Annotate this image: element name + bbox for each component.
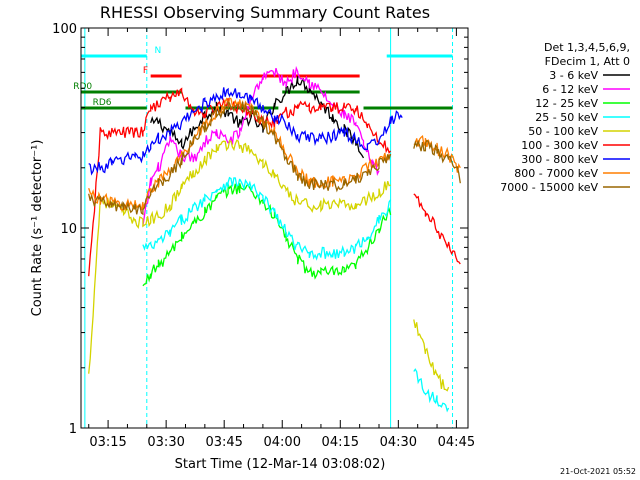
flag-rd6-label: RD6 xyxy=(93,98,112,108)
x-tick-label: 04:15 xyxy=(322,435,359,450)
series-3-6-kev xyxy=(150,76,365,159)
series-25-50-kev xyxy=(142,176,450,413)
x-tick-label: 04:00 xyxy=(264,435,301,450)
x-axis-label: Start Time (12-Mar-14 03:08:02) xyxy=(175,457,386,472)
legend: Det 1,3,4,5,6,9, FDecim 1, Att 0 3 - 6 k… xyxy=(500,41,630,194)
legend-label-300-800-kev: 300 - 800 keV xyxy=(521,153,598,166)
y-tick-label: 100 xyxy=(52,22,77,37)
series-300-800-kev xyxy=(88,87,403,176)
x-tick-label: 04:45 xyxy=(438,435,475,450)
y-tick-label: 10 xyxy=(60,222,77,237)
flag-rd0-label: RD0 xyxy=(73,82,92,92)
legend-label-12-25-kev: 12 - 25 keV xyxy=(535,97,598,110)
series-12-25-kev xyxy=(142,183,392,287)
flag-f-label: F xyxy=(143,66,148,76)
legend-header-line-1: Det 1,3,4,5,6,9, xyxy=(544,41,630,54)
series-50-100-kev xyxy=(88,139,450,392)
y-tick-label: 1 xyxy=(69,422,77,437)
legend-header-line-2: FDecim 1, Att 0 xyxy=(545,55,630,68)
legend-label-3-6-kev: 3 - 6 keV xyxy=(549,69,598,82)
legend-label-800-7000-kev: 800 - 7000 keV xyxy=(514,167,598,180)
night-interval-1 xyxy=(81,28,147,428)
y-axis-label: Count Rate (s⁻¹ detector⁻¹) xyxy=(30,140,45,317)
timestamp-footer: 21-Oct-2021 05:52 xyxy=(560,467,636,476)
x-tick-label: 03:30 xyxy=(147,435,184,450)
series-7000-15000-kev xyxy=(88,100,461,216)
chart-title: RHESSI Observing Summary Count Rates xyxy=(100,3,430,22)
legend-label-6-12-kev: 6 - 12 keV xyxy=(542,83,598,96)
x-tick-label: 03:15 xyxy=(89,435,126,450)
x-tick-label: 04:30 xyxy=(380,435,417,450)
legend-label-100-300-kev: 100 - 300 keV xyxy=(521,139,598,152)
legend-label-50-100-kev: 50 - 100 keV xyxy=(528,125,598,138)
legend-label-7000-15000-kev: 7000 - 15000 keV xyxy=(500,181,598,194)
flag-n-label: N xyxy=(155,46,162,56)
y-ticks: 1 10 100 xyxy=(52,22,468,437)
night-interval-2 xyxy=(386,28,453,428)
series-layer xyxy=(88,65,461,413)
vertical-marker-layer xyxy=(84,28,454,428)
x-ticks: 03:15 03:30 03:45 04:00 04:15 04:30 04:45 xyxy=(88,28,475,450)
night-shading-layer xyxy=(81,28,453,428)
x-tick-label: 03:45 xyxy=(205,435,242,450)
legend-label-25-50-kev: 25 - 50 keV xyxy=(535,111,598,124)
